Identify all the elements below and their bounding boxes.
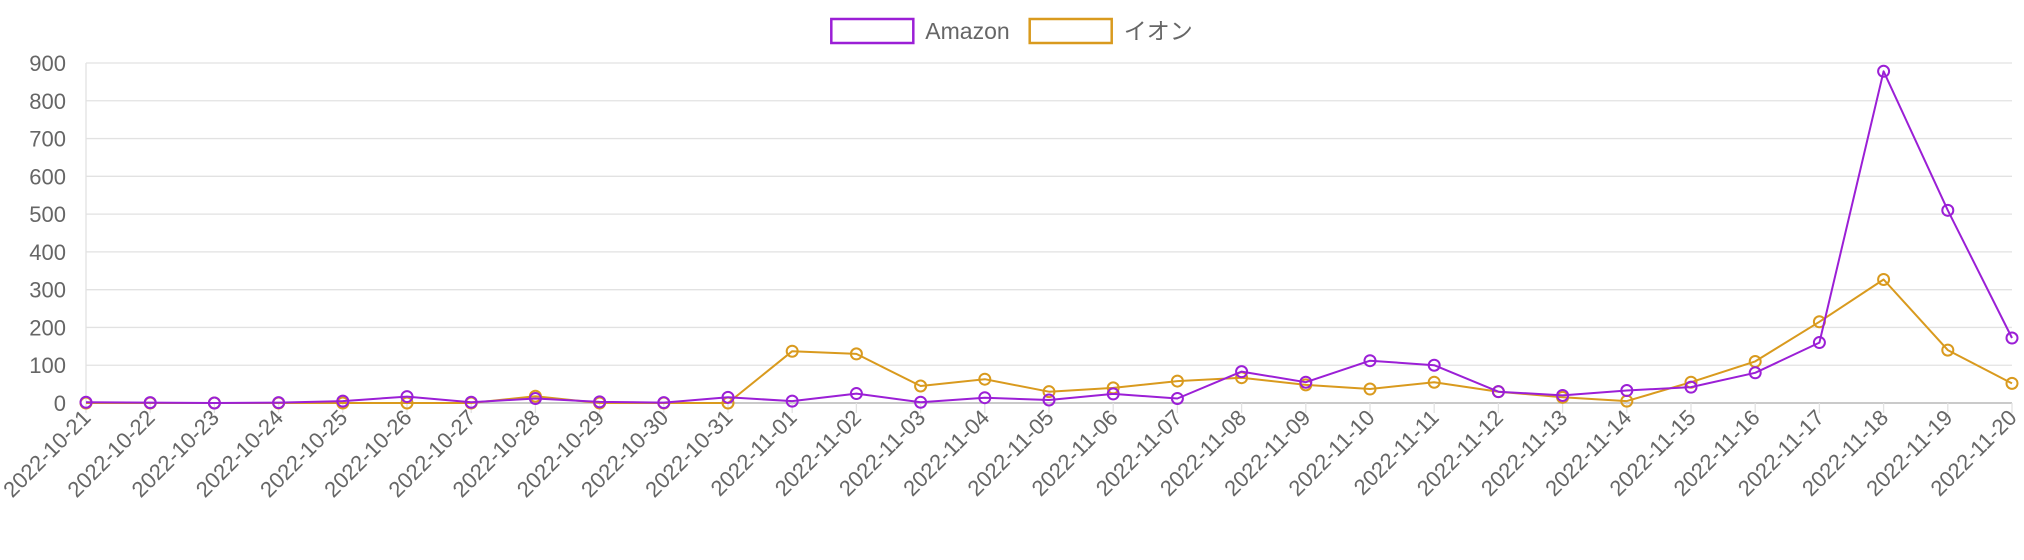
series-line <box>85 70 2013 404</box>
data-point[interactable] <box>143 396 157 410</box>
data-point[interactable] <box>1427 358 1441 372</box>
data-point[interactable] <box>785 394 799 408</box>
y-tick-label: 900 <box>29 51 66 76</box>
data-point[interactable] <box>272 396 286 410</box>
data-point[interactable] <box>978 372 992 386</box>
series-layer <box>79 64 2019 410</box>
data-point[interactable] <box>1748 366 1762 380</box>
y-tick-label: 200 <box>29 315 66 340</box>
legend-item[interactable]: イオン <box>1028 17 1193 45</box>
data-point[interactable] <box>785 344 799 358</box>
data-point[interactable] <box>464 395 478 409</box>
data-point[interactable] <box>1941 343 1955 357</box>
data-point[interactable] <box>79 395 93 409</box>
data-point[interactable] <box>1684 380 1698 394</box>
y-tick-label: 600 <box>29 164 66 189</box>
data-point[interactable] <box>849 347 863 361</box>
legend-swatch <box>830 17 915 45</box>
data-point[interactable] <box>2005 376 2019 390</box>
data-point[interactable] <box>1299 375 1313 389</box>
series-group <box>79 272 2019 410</box>
data-point[interactable] <box>2005 331 2019 345</box>
data-point[interactable] <box>1042 385 1056 399</box>
series-line <box>86 278 2013 404</box>
data-point[interactable] <box>978 391 992 405</box>
legend-swatch <box>1028 17 1113 45</box>
data-point[interactable] <box>914 379 928 393</box>
data-point[interactable] <box>1941 203 1955 217</box>
data-point[interactable] <box>1106 387 1120 401</box>
data-point[interactable] <box>400 390 414 404</box>
data-point[interactable] <box>1170 391 1184 405</box>
y-tick-label: 300 <box>29 278 66 303</box>
legend-item[interactable]: Amazon <box>830 17 1010 45</box>
data-point[interactable] <box>1556 388 1570 402</box>
y-tick-label: 100 <box>29 353 66 378</box>
data-point[interactable] <box>1491 385 1505 399</box>
data-point[interactable] <box>1235 365 1249 379</box>
legend[interactable]: Amazon イオン <box>830 17 1193 45</box>
data-point[interactable] <box>657 396 671 410</box>
data-point[interactable] <box>1170 374 1184 388</box>
y-axis: 0 100 200 300 400 500 600 700 800 900 <box>29 51 2012 416</box>
y-tick-label: 0 <box>54 391 66 416</box>
data-point[interactable] <box>721 390 735 404</box>
data-point[interactable] <box>593 395 607 409</box>
data-point[interactable] <box>1363 382 1377 396</box>
data-point[interactable] <box>1363 354 1377 368</box>
data-point[interactable] <box>1877 64 1891 78</box>
y-tick-label: 500 <box>29 202 66 227</box>
y-tick-label: 700 <box>29 127 66 152</box>
legend-label: イオン <box>1124 18 1193 44</box>
data-point[interactable] <box>528 391 542 405</box>
data-point[interactable] <box>1042 393 1056 407</box>
data-point[interactable] <box>336 394 350 408</box>
x-axis: 2022-10-212022-10-222022-10-232022-10-24… <box>0 403 2022 502</box>
y-tick-label: 800 <box>29 89 66 114</box>
data-point[interactable] <box>1427 375 1441 389</box>
y-tick-label: 400 <box>29 240 66 265</box>
data-point[interactable] <box>207 396 221 410</box>
gridlines <box>86 62 2012 366</box>
data-point[interactable] <box>1620 384 1634 398</box>
series-group <box>79 64 2019 410</box>
data-point[interactable] <box>914 395 928 409</box>
data-point[interactable] <box>1877 272 1891 286</box>
data-point[interactable] <box>1812 336 1826 350</box>
legend-label: Amazon <box>925 18 1009 44</box>
data-point[interactable] <box>849 387 863 401</box>
